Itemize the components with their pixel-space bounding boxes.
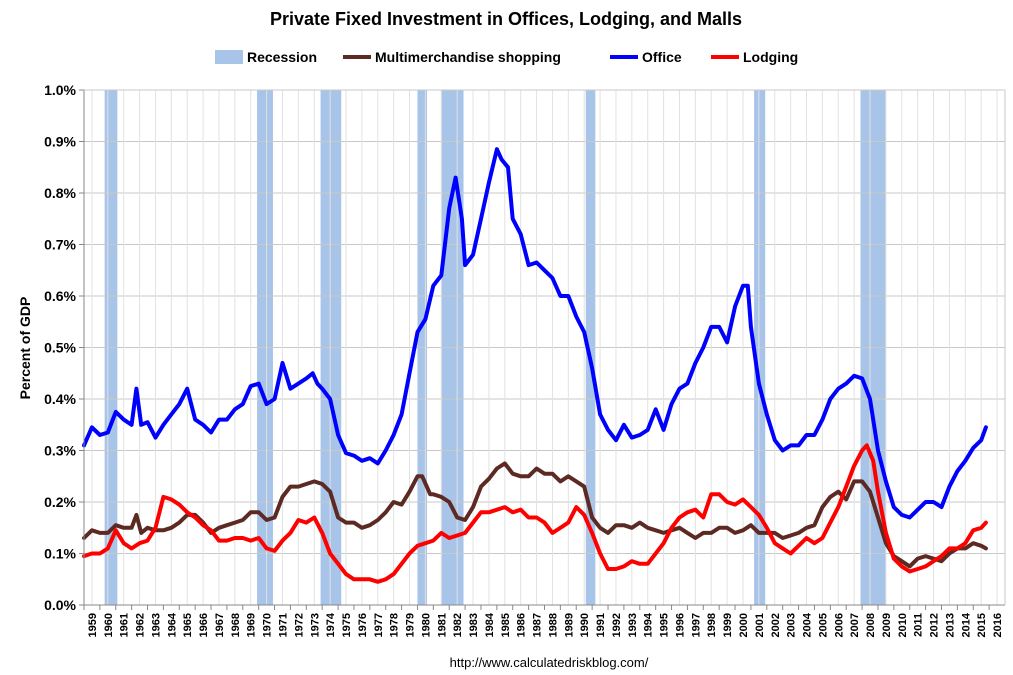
x-tick-label-2010: 2010 (897, 613, 909, 637)
x-tick-label-1961: 1961 (119, 613, 131, 637)
x-tick-label-1975: 1975 (341, 613, 353, 637)
x-tick-label-1980: 1980 (420, 613, 432, 637)
x-tick-label-1991: 1991 (595, 613, 607, 637)
y-tick-label-3: 0.3% (44, 443, 76, 459)
x-tick-label-2016: 2016 (992, 613, 1004, 637)
x-tick-label-2005: 2005 (817, 613, 829, 637)
chart-title: Private Fixed Investment in Offices, Lod… (270, 9, 742, 29)
legend-label-multimerchandise-shopping: Multimerchandise shopping (375, 49, 561, 65)
x-tick-label-1976: 1976 (357, 613, 369, 637)
x-tick-label-2007: 2007 (849, 613, 861, 637)
x-tick-label-1965: 1965 (182, 613, 194, 637)
series-line-multimerchandise-shopping (82, 461, 988, 569)
plot-area (79, 89, 1006, 610)
axes (79, 89, 1006, 610)
x-tick-label-1973: 1973 (309, 613, 321, 637)
x-tick-labels: 1959 1960 1961 1962 1963 1964 1965 1966 1967 1968… (87, 612, 1004, 637)
x-tick-label-2009: 2009 (881, 613, 893, 637)
x-tick-label-1989: 1989 (563, 613, 575, 637)
y-tick-label-9: 0.9% (44, 134, 76, 150)
x-tick-label-1999: 1999 (722, 613, 734, 637)
x-tick-label-1984: 1984 (484, 612, 496, 637)
y-tick-label-7: 0.7% (44, 237, 76, 253)
legend-label-recession: Recession (247, 49, 317, 65)
y-tick-label-10: 1.0% (44, 82, 76, 98)
series-lines (82, 147, 988, 584)
x-tick-label-1982: 1982 (452, 613, 464, 637)
y-axis-label: Percent of GDP (17, 297, 33, 400)
x-tick-label-1960: 1960 (103, 613, 115, 637)
legend: Recession Multimerchandise shopping Office… (215, 49, 798, 65)
x-tick-label-1978: 1978 (389, 613, 401, 637)
x-tick-label-2013: 2013 (944, 613, 956, 637)
x-tick-label-1987: 1987 (532, 613, 544, 637)
x-tick-label-1964: 1964 (166, 612, 178, 637)
source-caption: http://www.calculatedriskblog.com/ (450, 655, 649, 670)
x-tick-label-2001: 2001 (754, 613, 766, 637)
legend-label-office: Office (642, 49, 682, 65)
x-tick-label-1996: 1996 (674, 613, 686, 637)
y-tick-label-8: 0.8% (44, 185, 76, 201)
x-tick-label-1983: 1983 (468, 613, 480, 637)
x-tick-label-1988: 1988 (547, 613, 559, 637)
y-tick-label-5: 0.5% (44, 340, 76, 356)
x-tick-label-1959: 1959 (87, 613, 99, 637)
legend-swatch-recession (215, 50, 243, 64)
x-tick-label-1963: 1963 (150, 613, 162, 637)
x-tick-label-1985: 1985 (500, 613, 512, 637)
series-line-lodging (82, 443, 988, 584)
x-tick-label-2015: 2015 (976, 613, 988, 637)
x-tick-label-1972: 1972 (293, 613, 305, 637)
x-tick-label-1979: 1979 (405, 613, 417, 637)
x-tick-label-1970: 1970 (262, 613, 274, 637)
x-tick-label-2004: 2004 (802, 612, 814, 637)
x-tick-label-1967: 1967 (214, 613, 226, 637)
y-tick-labels: 0.0% 0.1% 0.2% 0.3% 0.4% 0.5% 0.6% 0.7% 0.8% 0.9%… (44, 82, 76, 613)
x-tick-label-2008: 2008 (865, 613, 877, 637)
y-tick-label-6: 0.6% (44, 288, 76, 304)
y-tick-label-1: 0.1% (44, 546, 76, 562)
x-tick-label-2006: 2006 (833, 613, 845, 637)
x-tick-label-2011: 2011 (913, 613, 925, 637)
x-tick-label-1995: 1995 (659, 613, 671, 637)
x-tick-label-1974: 1974 (325, 612, 337, 637)
x-tick-label-1993: 1993 (627, 613, 639, 637)
x-tick-label-1990: 1990 (579, 613, 591, 637)
x-tick-label-1997: 1997 (690, 613, 702, 637)
x-tick-label-1992: 1992 (611, 613, 623, 637)
x-tick-label-1966: 1966 (198, 613, 210, 637)
x-tick-label-1981: 1981 (436, 613, 448, 637)
y-tick-label-0: 0.0% (44, 597, 76, 613)
x-tick-label-1962: 1962 (135, 613, 147, 637)
series-line-office (82, 147, 988, 520)
x-tick-label-1971: 1971 (277, 613, 289, 637)
x-tick-label-2002: 2002 (770, 613, 782, 637)
x-tick-label-1998: 1998 (706, 613, 718, 637)
y-tick-label-2: 0.2% (44, 494, 76, 510)
x-tick-label-2012: 2012 (929, 613, 941, 637)
x-tick-label-1969: 1969 (246, 613, 258, 637)
x-tick-label-1968: 1968 (230, 613, 242, 637)
x-tick-label-2014: 2014 (960, 612, 972, 637)
x-tick-label-1986: 1986 (516, 613, 528, 637)
x-tick-label-1994: 1994 (643, 612, 655, 637)
x-tick-label-1977: 1977 (373, 613, 385, 637)
x-tick-label-2000: 2000 (738, 613, 750, 637)
y-tick-label-4: 0.4% (44, 391, 76, 407)
x-tick-label-2003: 2003 (786, 613, 798, 637)
legend-label-lodging: Lodging (743, 49, 798, 65)
